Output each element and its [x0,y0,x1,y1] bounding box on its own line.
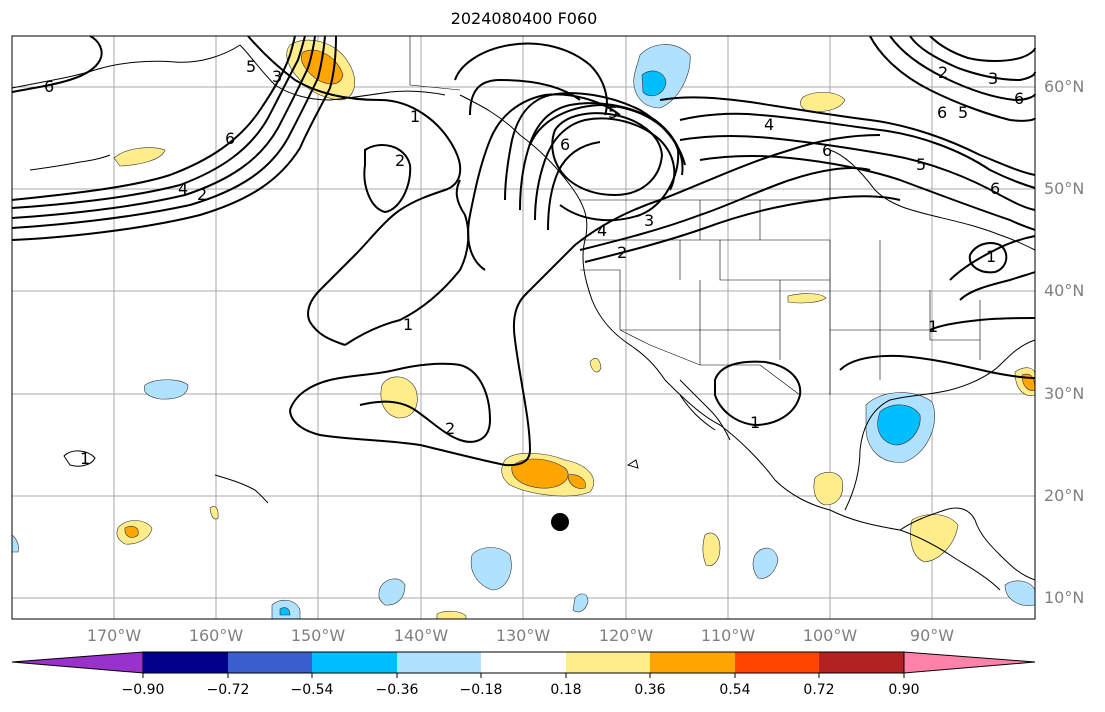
map-frame [11,35,1036,620]
colorbar-bin [819,652,904,673]
contour-label: 2 [197,185,207,204]
contour-label: 1 [403,315,413,334]
contour-label: 2 [445,419,455,438]
colorbar-bin [735,652,819,673]
political-borders [409,36,981,396]
colorbar-bin [312,652,397,673]
lon-label: 110°W [700,626,756,645]
contour-label: 6 [822,141,832,160]
colorbar-bin [143,652,228,673]
contour-label: 4 [597,221,607,240]
contour-label: 6 [44,77,54,96]
colorbar-label: 0.72 [803,682,835,698]
colorbar-bin [566,652,650,673]
location-marker [551,513,569,531]
contour-label: 1 [750,413,760,432]
colorbar-frame [142,651,905,674]
contour-label: 5 [608,103,618,122]
contour-label: 3 [988,69,998,88]
lon-label: 140°W [393,626,449,645]
colorbar-label: 0.54 [719,682,751,698]
contour-label: 5 [958,103,968,122]
colorbar-bin [481,652,566,673]
lat-label: 20°N [1044,486,1085,505]
contour-label: 2 [617,243,627,262]
lon-label: 120°W [598,626,654,645]
contour-label: 5 [916,155,926,174]
contour-label: 6 [990,179,1000,198]
colorbar-label: −0.54 [290,682,334,698]
contour-label: 6 [560,135,570,154]
lon-label: 170°W [86,626,142,645]
colorbar-low-extend [11,651,144,674]
lon-label: 90°W [909,626,955,645]
colorbar-high-extend [903,651,1036,674]
map-title: 2024080400 F060 [450,9,598,28]
lat-label: 30°N [1044,384,1085,403]
colorbar-label: −0.36 [375,682,419,698]
contour-label: 6 [1014,89,1024,108]
lat-label: 50°N [1044,179,1085,198]
contour-label: 6 [937,103,947,122]
colorbar-label: 0.90 [888,682,920,698]
contour-label: 6 [225,129,235,148]
contour-label: 3 [644,211,654,230]
contour-label: 2 [938,63,948,82]
colorbar-bin [650,652,735,673]
colorbar-label: −0.18 [459,682,503,698]
colorbar [11,651,1036,678]
colorbar-label: 0.36 [634,682,666,698]
colorbar-bin [397,652,481,673]
contour-label: 1 [986,247,996,266]
contour-label: 1 [80,449,90,468]
colorbar-label: 0.18 [550,682,582,698]
lon-label: 160°W [188,626,244,645]
colorbar-label: −0.72 [206,682,250,698]
contour-label: 4 [178,179,188,198]
contour-label: 1 [928,317,938,336]
contour-label: 2 [395,151,405,170]
lon-label: 150°W [290,626,346,645]
contour-label: 4 [764,115,774,134]
contour-label: 3 [272,67,282,86]
contour-label: 5 [246,57,256,76]
contour-label: 1 [410,107,420,126]
lat-label: 40°N [1044,281,1085,300]
colorbar-label: −0.90 [121,682,165,698]
coastlines [11,44,1036,591]
lon-label: 130°W [495,626,551,645]
lat-label: 60°N [1044,77,1085,96]
contour-lines [11,35,1036,467]
colorbar-bin [228,652,312,673]
contour-labels: 6 6 5 4 3 2 1 2 1 2 5 6 4 3 2 1 1 1 6 5 … [44,57,1024,468]
lat-label: 10°N [1044,588,1085,607]
lon-label: 100°W [802,626,858,645]
